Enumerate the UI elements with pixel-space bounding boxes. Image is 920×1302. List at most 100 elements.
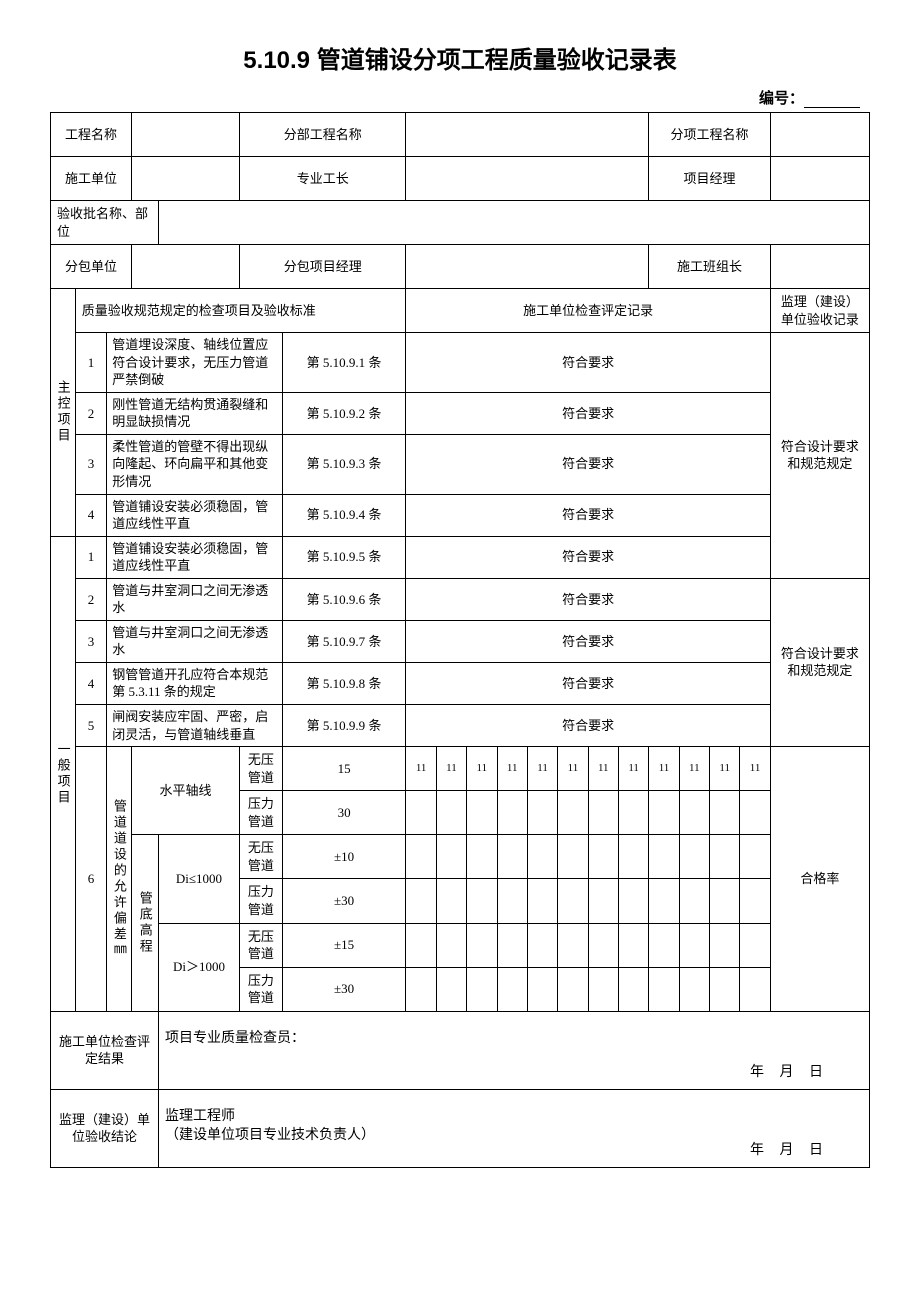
main-result-1: 符合要求: [406, 333, 770, 393]
c: [436, 835, 466, 879]
field-batch: [158, 201, 869, 245]
tol-p-2: 压力管道: [239, 879, 282, 923]
label-supervisor-conclusion: 监理（建设）单位验收结论: [51, 1089, 159, 1167]
pass-rate: 合格率: [770, 747, 869, 1012]
tol-val-3: ±10: [282, 835, 406, 879]
field-sub-project-name: [406, 113, 649, 157]
main-clause-1: 第 5.10.9.1 条: [282, 333, 406, 393]
gen-desc-3: 管道与井室洞口之间无渗透水: [107, 620, 282, 662]
field-unit-conclusion: 项目专业质量检查员： 年 月 日: [158, 1011, 869, 1089]
field-subcontractor: [132, 245, 240, 289]
c: [618, 879, 648, 923]
m4: 11: [497, 747, 527, 791]
table-row: 3 管道与井室洞口之间无渗透水 第 5.10.9.7 条 符合要求: [51, 620, 870, 662]
main-clause-4: 第 5.10.9.4 条: [282, 494, 406, 536]
field-construction-unit: [132, 157, 240, 201]
tol-group: 管道道设的允许偏差㎜: [107, 747, 132, 1012]
tol-p-3: 压力管道: [239, 967, 282, 1011]
gen-desc-5: 闸阀安装应牢固、严密，启闭灵活，与管道轴线垂直: [107, 705, 282, 747]
label-subcontractor: 分包单位: [51, 245, 132, 289]
gen-no-5: 5: [75, 705, 106, 747]
c: [558, 835, 588, 879]
gen-no-3: 3: [75, 620, 106, 662]
field-project-manager: [770, 157, 869, 201]
gen-no-4: 4: [75, 662, 106, 704]
gen-clause-4: 第 5.10.9.8 条: [282, 662, 406, 704]
tol-np-2: 无压管道: [239, 835, 282, 879]
c: [527, 835, 557, 879]
gen-desc-4: 钢管管道开孔应符合本规范第 5.3.11 条的规定: [107, 662, 282, 704]
c: [467, 923, 497, 967]
c: [679, 835, 709, 879]
field-team-leader: [770, 245, 869, 289]
c: [588, 791, 618, 835]
gen-no-1: 1: [75, 536, 106, 578]
c: [436, 967, 466, 1011]
gen-clause-3: 第 5.10.9.7 条: [282, 620, 406, 662]
main-no-2: 2: [75, 392, 106, 434]
table-row: 5 闸阀安装应牢固、严密，启闭灵活，与管道轴线垂直 第 5.10.9.9 条 符…: [51, 705, 870, 747]
c: [558, 791, 588, 835]
main-desc-2: 刚性管道无结构贯通裂缝和明显缺损情况: [107, 392, 282, 434]
c: [527, 923, 557, 967]
gen-clause-5: 第 5.10.9.9 条: [282, 705, 406, 747]
table-row: 1 管道埋设深度、轴线位置应符合设计要求，无压力管道严禁倒破 第 5.10.9.…: [51, 333, 870, 393]
c: [588, 967, 618, 1011]
c: [679, 791, 709, 835]
c: [497, 923, 527, 967]
table-row: 4 管道铺设安装必须稳固，管道应线性平直 第 5.10.9.4 条 符合要求: [51, 494, 870, 536]
m11: 11: [710, 747, 740, 791]
m8: 11: [618, 747, 648, 791]
label-construction-unit: 施工单位: [51, 157, 132, 201]
c: [710, 967, 740, 1011]
field-prof-foreman: [406, 157, 649, 201]
main-no-1: 1: [75, 333, 106, 393]
label-item-project-name: 分项工程名称: [649, 113, 770, 157]
table-row: 管底高程 Di≤1000 无压管道 ±10: [51, 835, 870, 879]
supervisor-signer1: 监理工程师: [165, 1108, 863, 1127]
c: [710, 923, 740, 967]
label-prof-foreman: 专业工长: [239, 157, 405, 201]
main-desc-4: 管道铺设安装必须稳固，管道应线性平直: [107, 494, 282, 536]
col-standard: 质量验收规范规定的检查项目及验收标准: [75, 289, 406, 333]
m1: 11: [406, 747, 436, 791]
inspection-table: 工程名称 分部工程名称 分项工程名称 施工单位 专业工长 项目经理 验收批名称、…: [50, 112, 870, 1168]
table-row: 2 刚性管道无结构贯通裂缝和明显缺损情况 第 5.10.9.2 条 符合要求: [51, 392, 870, 434]
c: [679, 967, 709, 1011]
c: [588, 923, 618, 967]
m9: 11: [649, 747, 679, 791]
c: [710, 879, 740, 923]
unit-signer: 项目专业质量检查员：: [165, 1030, 863, 1049]
table-row: 4 钢管管道开孔应符合本规范第 5.3.11 条的规定 第 5.10.9.8 条…: [51, 662, 870, 704]
c: [406, 923, 436, 967]
table-row: 施工单位检查评定结果 项目专业质量检查员： 年 月 日: [51, 1011, 870, 1089]
c: [406, 791, 436, 835]
tol-horiz: 水平轴线: [132, 747, 240, 835]
c: [679, 923, 709, 967]
table-row: 3 柔性管道的管壁不得出现纵向隆起、环向扁平和其他变形情况 第 5.10.9.3…: [51, 434, 870, 494]
field-subcontract-pm: [406, 245, 649, 289]
main-conclusion: 符合设计要求和规范规定: [770, 333, 869, 579]
tol-di-gt: Di＞1000: [158, 923, 239, 1011]
tol-val-1: 15: [282, 747, 406, 791]
gen-clause-2: 第 5.10.9.6 条: [282, 578, 406, 620]
c: [618, 923, 648, 967]
main-clause-3: 第 5.10.9.3 条: [282, 434, 406, 494]
c: [467, 791, 497, 835]
gen-no-2: 2: [75, 578, 106, 620]
field-item-project-name: [770, 113, 869, 157]
c: [740, 879, 770, 923]
tol-val-2: 30: [282, 791, 406, 835]
gen-result-3: 符合要求: [406, 620, 770, 662]
main-result-3: 符合要求: [406, 434, 770, 494]
c: [710, 835, 740, 879]
table-row: 工程名称 分部工程名称 分项工程名称: [51, 113, 870, 157]
m3: 11: [467, 747, 497, 791]
c: [497, 791, 527, 835]
c: [436, 923, 466, 967]
c: [558, 923, 588, 967]
label-project-name: 工程名称: [51, 113, 132, 157]
label-batch: 验收批名称、部位: [51, 201, 159, 245]
c: [679, 879, 709, 923]
tol-val-5: ±15: [282, 923, 406, 967]
